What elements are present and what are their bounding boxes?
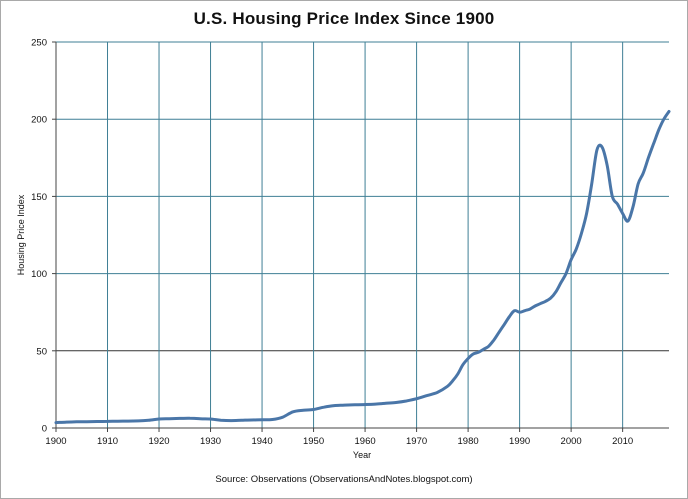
x-tick-label: 1960	[355, 436, 376, 447]
y-tick-label: 50	[36, 346, 47, 357]
x-axis-label: Year	[353, 450, 371, 460]
x-tick-label: 1920	[148, 436, 169, 447]
x-tick-label: 2000	[561, 436, 582, 447]
y-tick-label: 150	[31, 192, 47, 203]
y-tick-label: 100	[31, 269, 47, 280]
tick-labels: 0 50 100 150 200 250 1900 1910 1920 1930 1940 1950 1…	[31, 38, 633, 448]
series-line-housing-price-index	[54, 110, 671, 425]
x-tick-label: 1990	[509, 436, 530, 447]
axes	[52, 41, 669, 432]
y-tick-label: 200	[31, 115, 47, 126]
x-tick-label: 1900	[45, 436, 66, 447]
x-tick-label: 1970	[406, 436, 427, 447]
grid-lines	[56, 41, 669, 428]
x-tick-label: 1950	[303, 436, 324, 447]
y-tick-label: 250	[31, 38, 47, 49]
x-tick-label: 2010	[612, 436, 633, 447]
y-tick-label: 0	[42, 424, 47, 435]
data-series	[54, 110, 671, 425]
chart-title: U.S. Housing Price Index Since 1900	[193, 9, 495, 28]
x-tick-label: 1930	[200, 436, 221, 447]
x-tick-label: 1940	[251, 436, 272, 447]
x-tick-label: 1910	[97, 436, 118, 447]
source-note: Source: Observations (ObservationsAndNot…	[215, 474, 473, 485]
y-axis-label: Housing Price Index	[16, 194, 26, 275]
x-tick-label: 1980	[458, 436, 479, 447]
